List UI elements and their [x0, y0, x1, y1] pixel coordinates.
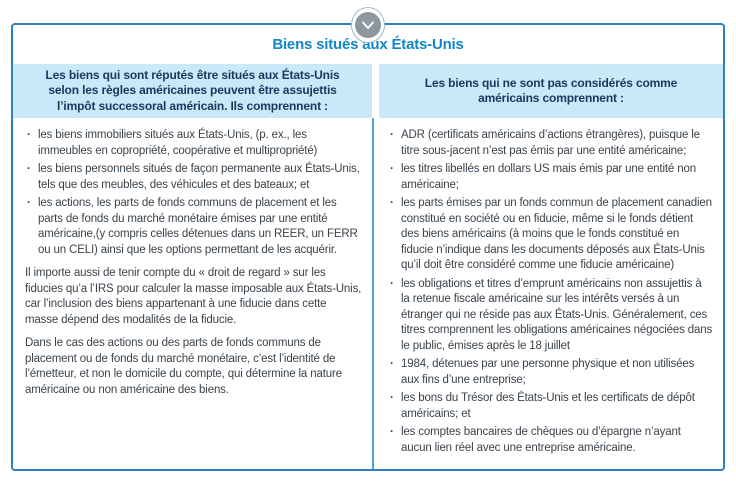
us-situs-assets-table: Biens situés aux États-Unis Les biens qu…: [11, 7, 725, 471]
table-body-row: les biens immobiliers situés aux États-U…: [13, 118, 723, 469]
list-item: les bons du Trésor des États-Unis et les…: [388, 391, 713, 422]
list-item: les comptes bancaires de chèques ou d’ép…: [388, 425, 713, 456]
right-column-header: Les biens qui ne sont pas considérés com…: [379, 64, 723, 118]
list-item: les biens immobiliers situés aux États-U…: [25, 128, 362, 159]
right-column-body: ADR (certificats américains d’actions ét…: [374, 118, 723, 469]
header-divider: [372, 64, 379, 118]
list-item: les obligations et titres d’emprunt amér…: [388, 277, 713, 355]
list-item: les actions, les parts de fonds communs …: [25, 196, 362, 258]
table-header-row: Les biens qui sont réputés être situés a…: [13, 64, 723, 118]
paragraph: Dans le cas des actions ou des parts de …: [25, 337, 342, 396]
table-title: Biens situés aux États-Unis: [272, 36, 464, 53]
list-item: les titres libellés en dollars US mais é…: [388, 162, 713, 193]
paragraph: Il importe aussi de tenir compte du « dr…: [25, 267, 362, 326]
left-column-header: Les biens qui sont réputés être situés a…: [13, 64, 372, 118]
list-item: les parts émises par un fonds commun de …: [388, 196, 713, 274]
right-bullet-list: ADR (certificats américains d’actions ét…: [388, 128, 713, 456]
left-paragraphs: Il importe aussi de tenir compte du « dr…: [25, 266, 362, 398]
chevron-down-icon: [355, 12, 381, 38]
left-bullet-list: les biens immobiliers situés aux États-U…: [25, 128, 362, 258]
list-item: ADR (certificats américains d’actions ét…: [388, 128, 713, 159]
left-column-body: les biens immobiliers situés aux États-U…: [13, 118, 372, 469]
collapse-toggle[interactable]: [351, 7, 385, 43]
list-item: les biens personnels situés de façon per…: [25, 162, 362, 193]
list-item: 1984, détenues par une personne physique…: [388, 357, 713, 388]
column-divider: [372, 118, 374, 469]
